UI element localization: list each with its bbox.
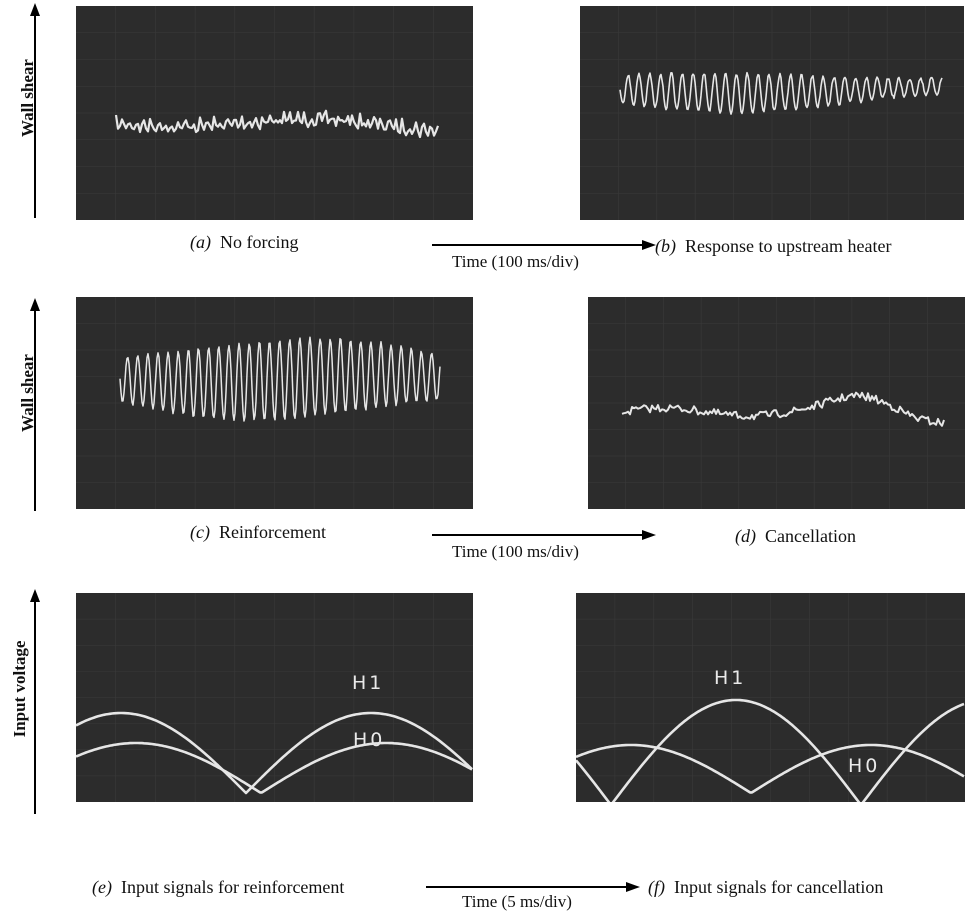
oscilloscope-screen-b	[580, 6, 964, 220]
caption-c: (c) Reinforcement	[190, 522, 326, 543]
panel-label-d: (d)	[735, 526, 756, 546]
oscilloscope-screen-d	[588, 297, 965, 509]
waveform-e-h0	[76, 741, 473, 794]
waveform-c	[119, 336, 441, 422]
oscilloscope-screen-e: H1 H0	[76, 593, 473, 802]
y-axis-arrow-row2	[30, 298, 40, 511]
trace-f: H1 H0 H0	[576, 593, 965, 802]
time-label-row2: Time (100 ms/div)	[452, 542, 579, 561]
panel-caption-f: Input signals for cancellation	[674, 877, 884, 897]
trace-d	[588, 297, 965, 509]
y-axis-arrow-row3	[30, 589, 40, 814]
waveform-a	[114, 109, 440, 139]
oscilloscope-screen-c	[76, 297, 473, 509]
trace-label-e-h0: H0	[353, 729, 385, 751]
panel-caption-d: Cancellation	[765, 526, 856, 546]
trace-e: H1 H0	[76, 593, 473, 802]
oscilloscope-screen-f: H1 H0 H0	[576, 593, 965, 802]
waveform-d	[621, 391, 945, 427]
time-label-row3: Time (5 ms/div)	[462, 892, 572, 911]
waveform-f-h1	[576, 698, 965, 802]
panel-label-c: (c)	[190, 522, 210, 542]
waveform-b	[619, 71, 943, 115]
caption-f: (f) Input signals for cancellation	[648, 877, 883, 898]
waveform-e-h1	[76, 711, 473, 795]
trace-c	[76, 297, 473, 509]
panel-caption-c: Reinforcement	[218, 522, 326, 542]
trace-b	[580, 6, 964, 220]
oscilloscope-screen-a	[76, 6, 473, 220]
caption-b: (b) Response to upstream heater	[655, 236, 891, 257]
panel-caption-a: No forcing	[220, 232, 299, 252]
trace-label-e-h1: H1	[352, 672, 384, 694]
time-label-row1: Time (100 ms/div)	[452, 252, 579, 271]
time-axis-arrow-row2	[432, 530, 656, 540]
trace-label-f-h0-visible: H0	[848, 755, 880, 777]
time-axis-arrow-row1	[432, 240, 656, 250]
panel-label-e: (e)	[92, 877, 112, 897]
caption-e: (e) Input signals for reinforcement	[92, 877, 344, 898]
panel-label-a: (a)	[190, 232, 211, 252]
panel-caption-e: Input signals for reinforcement	[120, 877, 345, 897]
waveform-f-h0	[576, 743, 965, 794]
panel-label-f: (f)	[648, 877, 665, 897]
trace-a	[76, 6, 473, 220]
time-axis-arrow-row3	[426, 882, 640, 892]
panel-caption-b: Response to upstream heater	[685, 236, 892, 256]
caption-a: (a) No forcing	[190, 232, 298, 253]
trace-label-f-h1: H1	[714, 667, 746, 689]
y-axis-arrow-row1	[30, 3, 40, 218]
panel-label-b: (b)	[655, 236, 676, 256]
caption-d: (d) Cancellation	[735, 526, 856, 547]
